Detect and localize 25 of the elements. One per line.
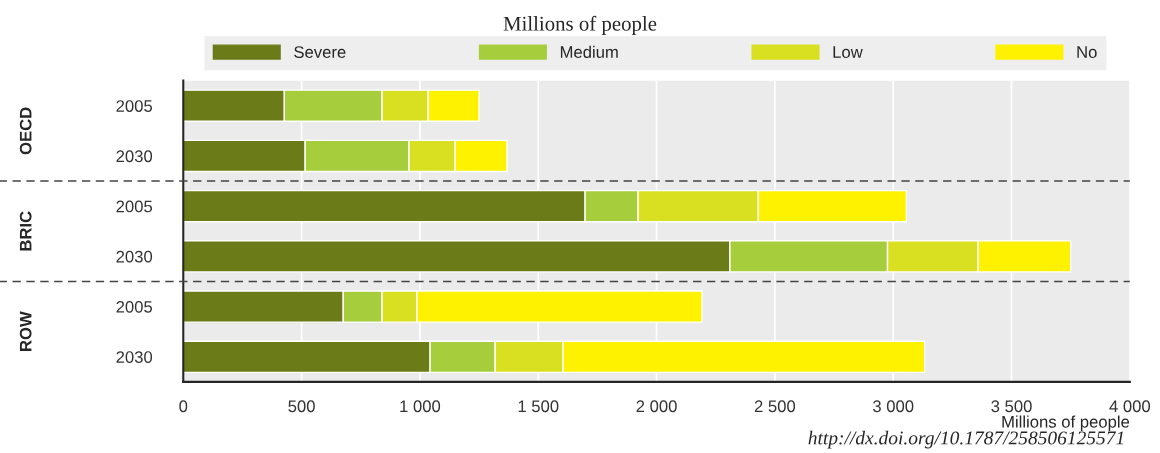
y-tick-label: 2030 bbox=[116, 250, 153, 263]
legend-label: No bbox=[1077, 46, 1097, 58]
legend-label: Low bbox=[833, 46, 863, 58]
x-tick-label: 2 500 bbox=[754, 400, 796, 413]
text: BRIC bbox=[19, 211, 32, 251]
text: OECD bbox=[19, 107, 32, 155]
chart-title: Millions of people bbox=[503, 15, 657, 35]
x-tick-label: 3 000 bbox=[872, 400, 914, 413]
legend-label: Severe bbox=[294, 46, 346, 58]
legend-label: Medium bbox=[560, 45, 618, 58]
x-tick-label: 4 000 bbox=[1109, 400, 1151, 413]
x-tick-label: 3 500 bbox=[991, 400, 1032, 413]
y-tick-label: 2005 bbox=[116, 300, 153, 313]
y-tick-label: 2030 bbox=[116, 150, 153, 163]
x-axis-title: Millions of people bbox=[1002, 415, 1130, 432]
y-tick-label: 2005 bbox=[116, 200, 153, 213]
text: http://dx.doi.org/10.1787/258506125571 bbox=[808, 430, 1124, 449]
x-tick-label: 1 500 bbox=[518, 400, 559, 413]
x-tick-label: 500 bbox=[288, 400, 315, 413]
text: ROW bbox=[19, 311, 32, 351]
y-tick-label: 2030 bbox=[116, 351, 153, 363]
x-tick-label: 2 000 bbox=[636, 400, 677, 413]
x-tick-label: 0 bbox=[179, 400, 188, 413]
y-tick-label: 2005 bbox=[116, 100, 153, 112]
x-tick-label: 1 000 bbox=[400, 400, 441, 413]
